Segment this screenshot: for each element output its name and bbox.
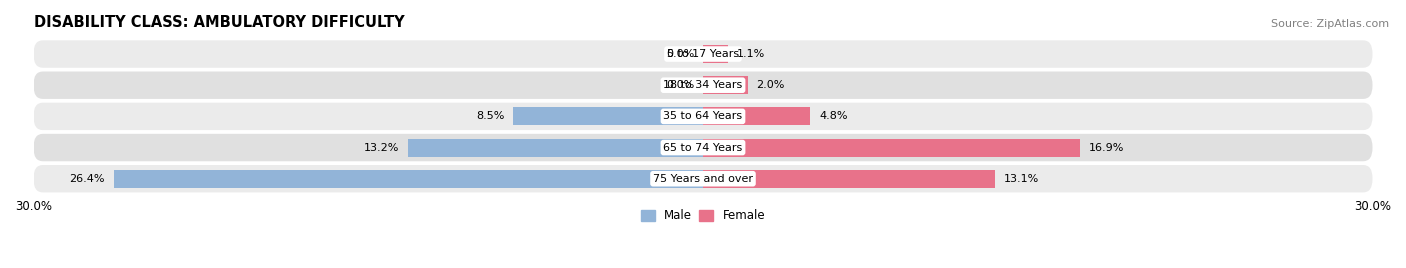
Text: 26.4%: 26.4% (69, 174, 105, 184)
Text: 16.9%: 16.9% (1090, 143, 1125, 152)
Text: 65 to 74 Years: 65 to 74 Years (664, 143, 742, 152)
Text: 2.0%: 2.0% (756, 80, 785, 90)
Bar (703, 170, 995, 188)
Text: 13.1%: 13.1% (1004, 174, 1039, 184)
Text: 4.8%: 4.8% (820, 111, 848, 121)
Bar (703, 45, 727, 63)
FancyBboxPatch shape (34, 134, 1372, 161)
Bar (703, 76, 748, 94)
Text: 1.1%: 1.1% (737, 49, 765, 59)
Text: 5 to 17 Years: 5 to 17 Years (666, 49, 740, 59)
Text: 18 to 34 Years: 18 to 34 Years (664, 80, 742, 90)
FancyBboxPatch shape (34, 72, 1372, 99)
FancyBboxPatch shape (34, 40, 1372, 68)
Text: 75 Years and over: 75 Years and over (652, 174, 754, 184)
Bar (703, 107, 810, 125)
Text: 35 to 64 Years: 35 to 64 Years (664, 111, 742, 121)
Text: 0.0%: 0.0% (666, 80, 695, 90)
Bar (513, 107, 703, 125)
FancyBboxPatch shape (34, 165, 1372, 192)
Legend: Male, Female: Male, Female (636, 205, 770, 227)
Bar (114, 170, 703, 188)
FancyBboxPatch shape (34, 103, 1372, 130)
Text: 8.5%: 8.5% (477, 111, 505, 121)
Text: DISABILITY CLASS: AMBULATORY DIFFICULTY: DISABILITY CLASS: AMBULATORY DIFFICULTY (34, 15, 404, 30)
Text: 13.2%: 13.2% (364, 143, 399, 152)
Bar (703, 139, 1080, 157)
Text: Source: ZipAtlas.com: Source: ZipAtlas.com (1271, 19, 1389, 29)
Text: 0.0%: 0.0% (666, 49, 695, 59)
Bar (408, 139, 703, 157)
